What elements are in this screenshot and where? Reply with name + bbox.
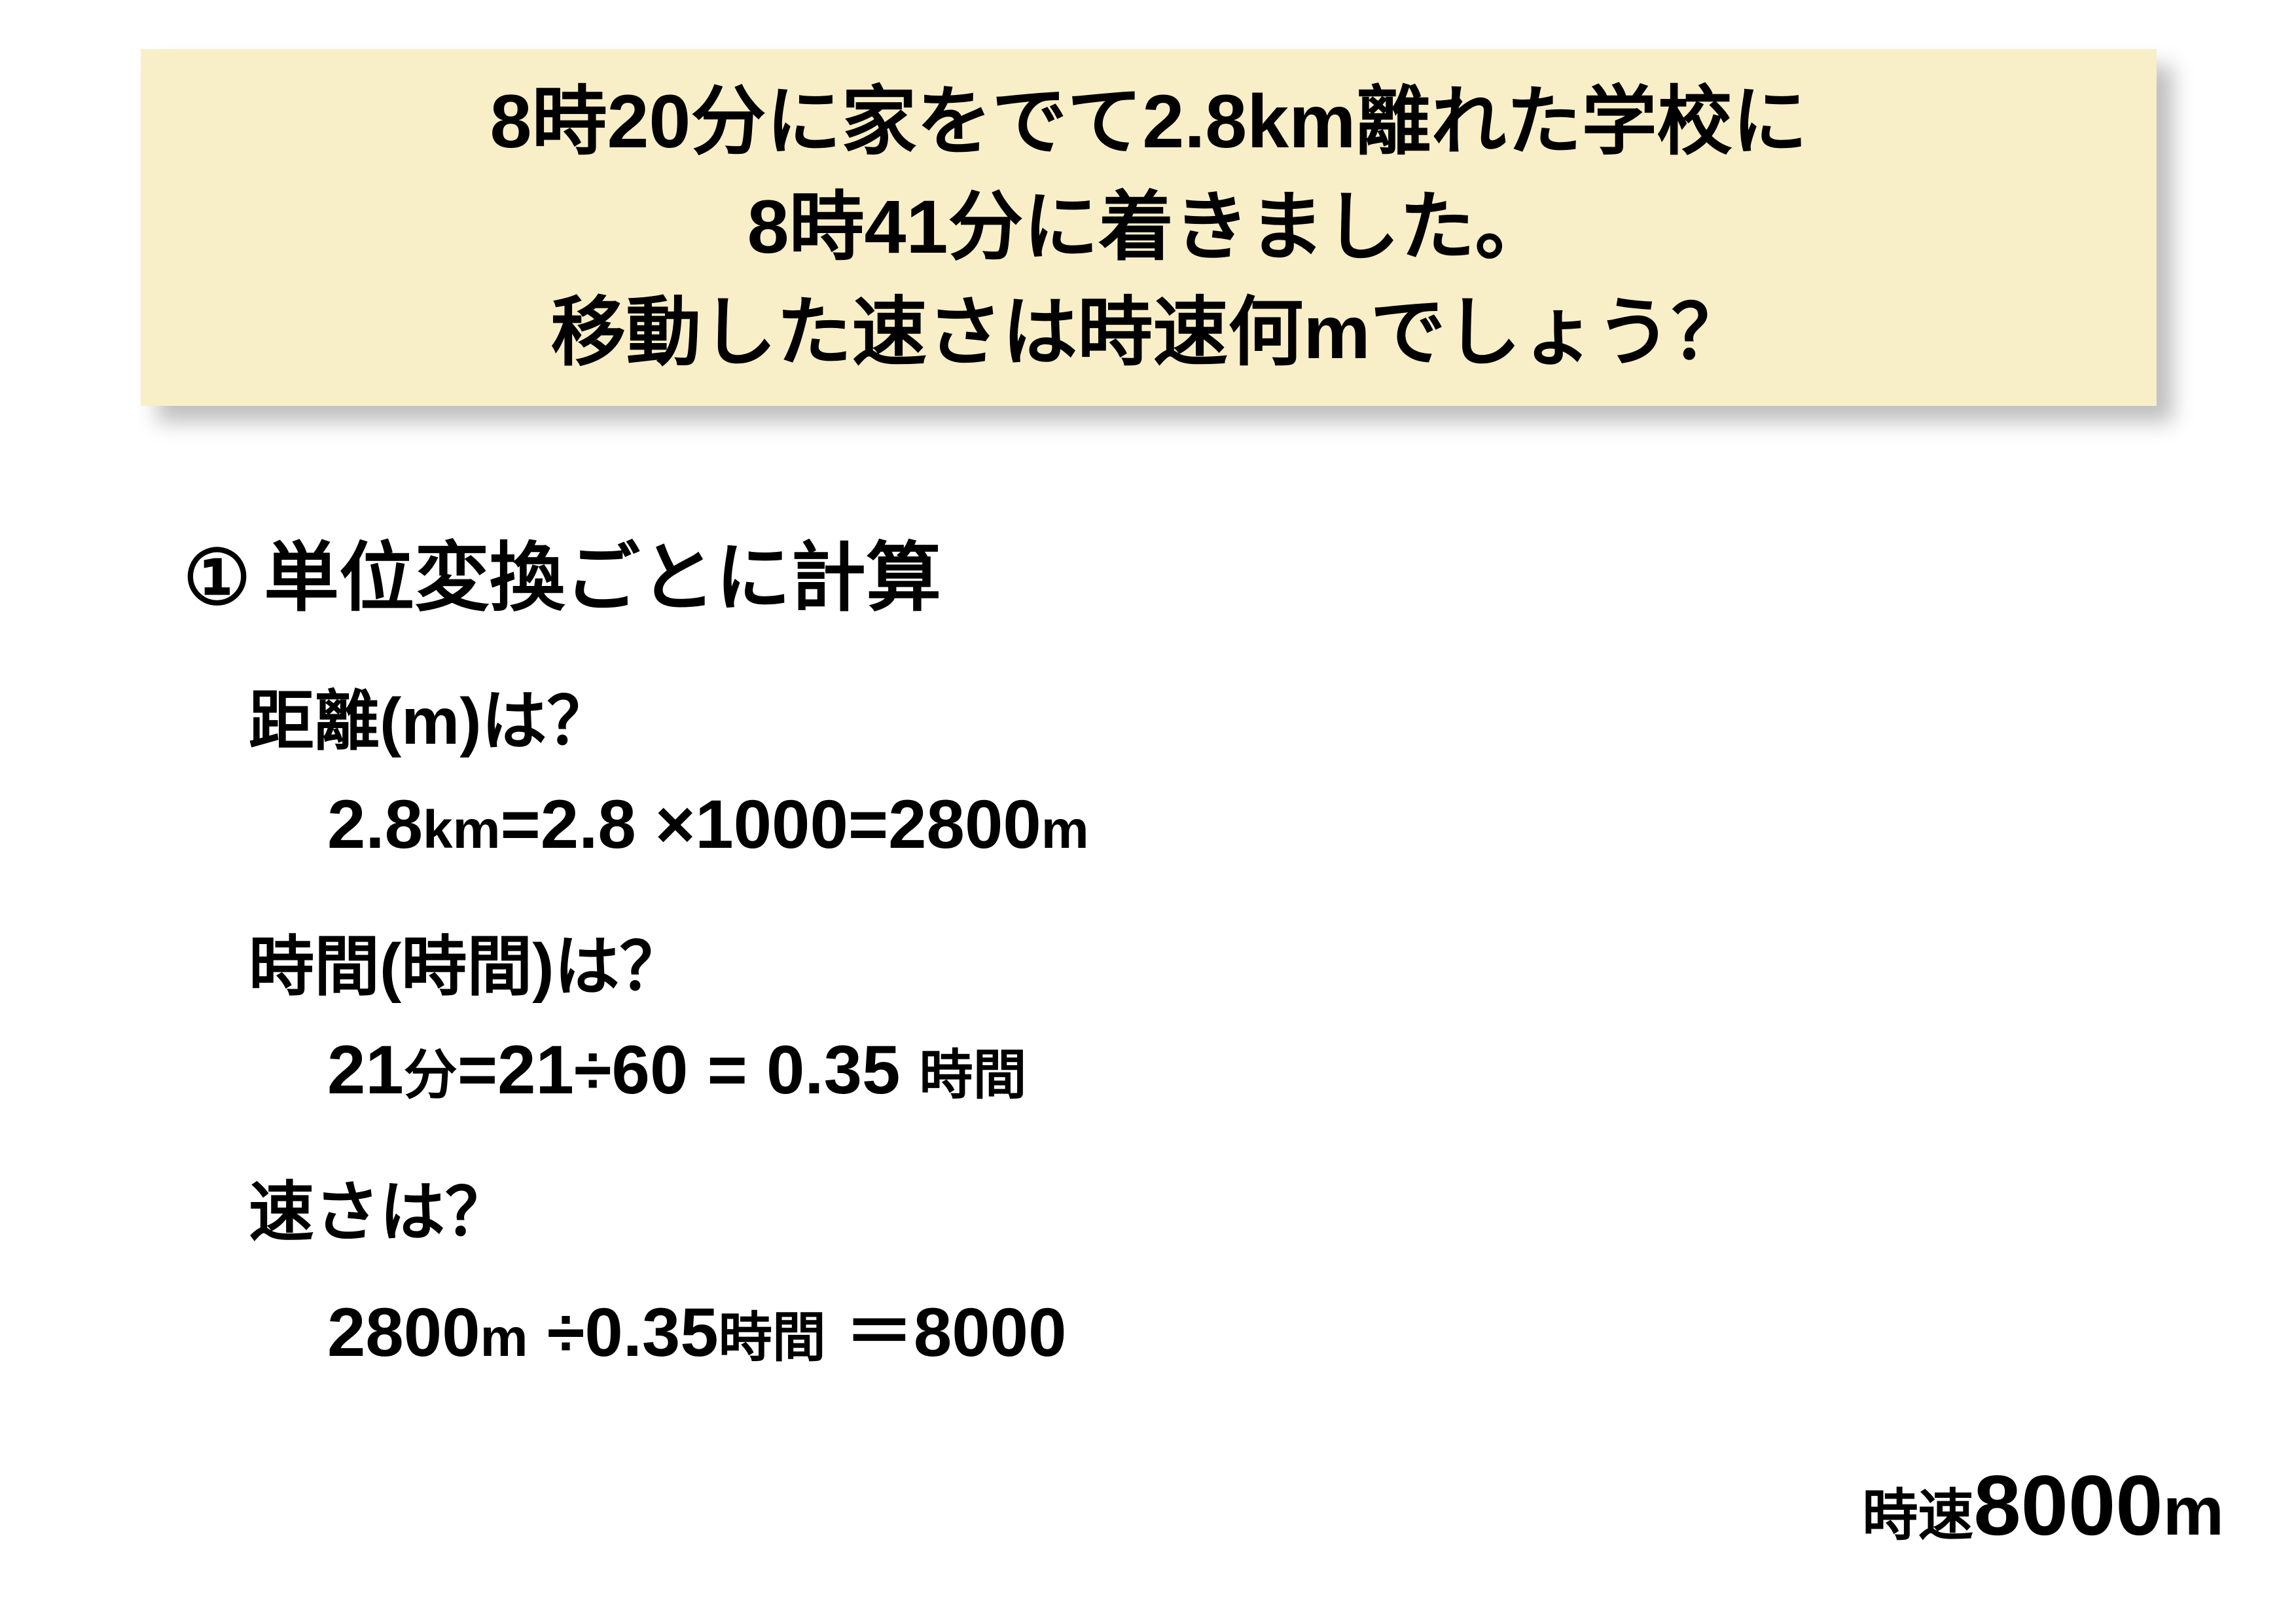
speed-calc-unit2: 時間 [719, 1308, 826, 1368]
distance-calc-mid: =2.8 ×1000=2800 [500, 786, 1041, 863]
question-line-2: 8時41分に着きました。 [747, 175, 1551, 280]
speed-calc: 2800m ÷0.35時間 ＝8000 [327, 1277, 1089, 1376]
time-calc-unit1: 分 [404, 1046, 457, 1105]
speed-calc-unit1: m [480, 1308, 528, 1368]
time-calc: 21分=21÷60 = 0.35 時間 [327, 1031, 1089, 1110]
speed-calc-prefix: 2800 [327, 1294, 480, 1371]
question-box: 8時20分に家をでて2.8km離れた学校に 8時41分に着きました。 移動した速… [141, 49, 2157, 406]
answer-value: 8000 [1973, 1457, 2162, 1553]
section-number: ① [183, 534, 251, 622]
question-line-3: 移動した速さは時速何mでしょう？ [550, 280, 1746, 386]
speed-label: 速さは？ [249, 1159, 1089, 1254]
speed-calc-mid: ÷0.35 [528, 1294, 719, 1371]
distance-calc: 2.8km=2.8 ×1000=2800m [327, 786, 1089, 864]
section-title: ①単位変換ごとに計算 [183, 517, 941, 626]
answer: 時速8000m [1862, 1456, 2224, 1554]
time-calc-mid: =21÷60 = 0.35 [457, 1032, 920, 1108]
section-title-text: 単位変換ごとに計算 [264, 536, 941, 620]
distance-calc-unit2: m [1041, 800, 1089, 860]
answer-prefix: 時速 [1862, 1485, 1973, 1547]
distance-calc-unit1: km [423, 800, 501, 860]
distance-label: 距離(m)は？ [249, 668, 1089, 763]
time-calc-prefix: 21 [327, 1032, 404, 1108]
time-calc-unit2: 時間 [920, 1046, 1027, 1105]
content-area: 距離(m)は？ 2.8km=2.8 ×1000=2800m 時間(時間)は？ 2… [249, 668, 1089, 1425]
answer-unit: m [2163, 1473, 2224, 1550]
time-label: 時間(時間)は？ [249, 913, 1089, 1008]
question-line-1: 8時20分に家をでて2.8km離れた学校に [490, 69, 1808, 175]
distance-calc-prefix: 2.8 [327, 786, 423, 863]
speed-calc-suffix: ＝8000 [826, 1294, 1067, 1371]
